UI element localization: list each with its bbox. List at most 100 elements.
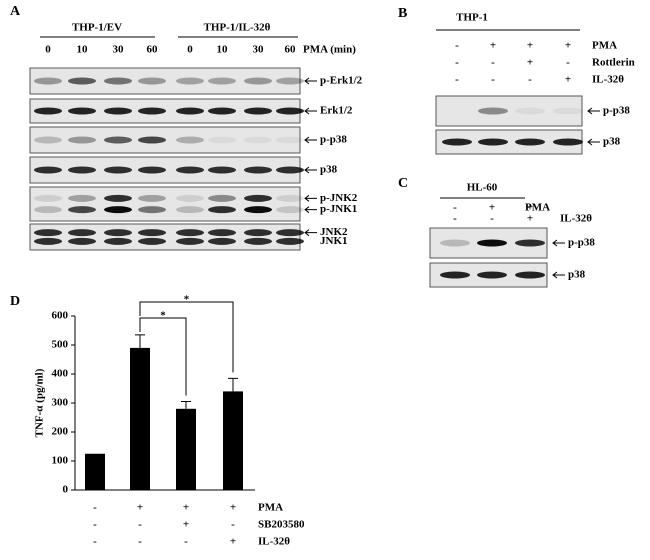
band [208, 237, 236, 245]
condition-mark: + [183, 519, 189, 531]
blot-label: p-JNK2 [320, 192, 358, 204]
cell-line: HL-60 [467, 182, 498, 194]
band [515, 138, 545, 146]
band [176, 237, 204, 245]
band [68, 194, 96, 202]
lane-axis: PMA (min) [303, 44, 356, 56]
treatment-mark: - [455, 40, 459, 52]
group-label: THP-1/IL-32θ [204, 22, 271, 34]
band [244, 136, 272, 144]
lane-label: 10 [77, 44, 89, 56]
blot-label: JNK2 [320, 226, 348, 238]
bar [85, 453, 105, 490]
treatment-mark: + [527, 57, 533, 69]
band [34, 77, 62, 85]
arrow [587, 138, 600, 146]
band [104, 206, 132, 214]
treatment-mark: - [453, 213, 457, 225]
panel-label: C [398, 176, 408, 191]
band [176, 229, 204, 237]
lane-label: 0 [187, 44, 193, 56]
band [68, 77, 96, 85]
condition-mark: + [137, 502, 143, 514]
condition-mark: + [230, 536, 236, 548]
band [208, 77, 236, 85]
panel-label: D [10, 294, 20, 309]
condition-mark: - [138, 519, 142, 531]
band [276, 229, 304, 237]
band [104, 194, 132, 202]
band [176, 166, 204, 174]
band [68, 136, 96, 144]
treatment-name: PMA [525, 202, 550, 214]
band [208, 229, 236, 237]
band [244, 237, 272, 245]
condition-mark: - [93, 519, 97, 531]
band [104, 136, 132, 144]
treatment-mark: - [453, 202, 457, 214]
condition-name: IL-32θ [258, 536, 290, 548]
band [515, 271, 545, 279]
band [176, 77, 204, 85]
band [104, 77, 132, 85]
band [138, 206, 166, 214]
condition-mark: - [231, 519, 235, 531]
band [478, 138, 508, 146]
band [34, 206, 62, 214]
band [208, 166, 236, 174]
treatment-mark: - [491, 74, 495, 86]
band [276, 237, 304, 245]
band [244, 107, 272, 115]
band [138, 77, 166, 85]
band [208, 107, 236, 115]
arrow [304, 194, 317, 202]
band [276, 194, 304, 202]
error-bar [181, 401, 191, 409]
treatment-mark: + [490, 40, 496, 52]
y-tick-label: 0 [63, 484, 69, 496]
y-axis-label: TNF-α (pg/ml) [34, 368, 46, 437]
lane-label: 0 [45, 44, 51, 56]
band [442, 138, 472, 146]
band [176, 194, 204, 202]
band [104, 229, 132, 237]
blot-label: p-p38 [568, 237, 595, 249]
band [138, 237, 166, 245]
significance-label: * [184, 294, 190, 306]
blot-label: Erk1/2 [320, 105, 353, 117]
band [244, 77, 272, 85]
band [138, 194, 166, 202]
significance-label: * [160, 310, 166, 322]
significance-bracket [139, 301, 234, 373]
treatment-mark: - [491, 57, 495, 69]
lane-label: 60 [147, 44, 159, 56]
band [477, 271, 507, 279]
band [104, 237, 132, 245]
blot-label: p38 [568, 269, 586, 281]
band [208, 206, 236, 214]
band [34, 107, 62, 115]
condition-mark: + [183, 502, 189, 514]
band [138, 107, 166, 115]
treatment-mark: + [489, 202, 495, 214]
blot-label: p-p38 [320, 134, 347, 146]
error-bar [228, 377, 238, 392]
y-tick-label: 100 [52, 455, 69, 467]
band [515, 239, 545, 247]
arrow [304, 206, 317, 214]
band [276, 107, 304, 115]
significance-bracket [139, 317, 187, 396]
band [478, 107, 508, 115]
band [68, 107, 96, 115]
blot-label: p-p38 [603, 105, 630, 117]
condition-mark: - [93, 536, 97, 548]
treatment-name: IL-32θ [560, 213, 592, 225]
treatment-mark: - [566, 57, 570, 69]
group-label: THP-1/EV [72, 22, 122, 34]
condition-mark: - [184, 536, 188, 548]
panel-label: A [10, 4, 21, 19]
treatment-mark: + [527, 202, 533, 214]
blot [29, 186, 301, 222]
treatment-name: PMA [592, 40, 617, 52]
